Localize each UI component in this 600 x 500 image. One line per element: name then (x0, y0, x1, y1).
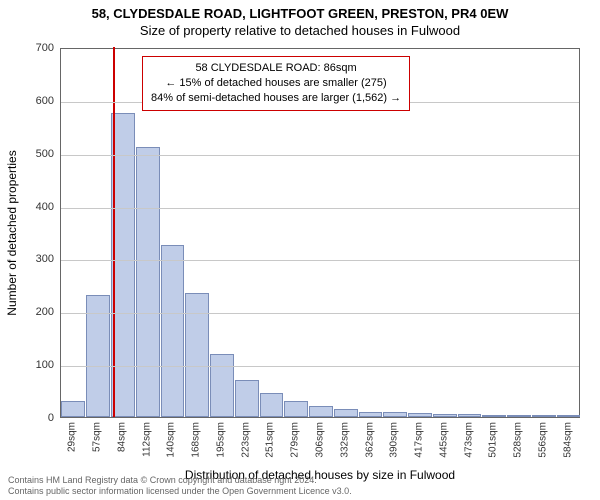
xtick-label: 501sqm (488, 422, 499, 458)
histogram-bar (309, 406, 333, 417)
xtick-label: 528sqm (513, 422, 524, 458)
histogram-bar (260, 393, 284, 417)
y-axis-label: Number of detached properties (5, 150, 19, 315)
xtick-label: 390sqm (389, 422, 400, 458)
title-address: 58, CLYDESDALE ROAD, LIGHTFOOT GREEN, PR… (0, 6, 600, 21)
histogram-bar (532, 415, 556, 417)
title-subtitle: Size of property relative to detached ho… (0, 23, 600, 38)
histogram-bar (359, 412, 383, 417)
xtick-label: 29sqm (67, 422, 78, 452)
xtick-label: 306sqm (315, 422, 326, 458)
gridline-h (61, 155, 579, 156)
chart-title-block: 58, CLYDESDALE ROAD, LIGHTFOOT GREEN, PR… (0, 0, 600, 38)
xtick-label: 556sqm (537, 422, 548, 458)
xtick-label: 445sqm (438, 422, 449, 458)
gridline-h (61, 366, 579, 367)
histogram-bar (334, 409, 358, 417)
footer-line2: Contains public sector information licen… (8, 486, 352, 497)
xtick-label: 195sqm (215, 422, 226, 458)
xtick-label: 57sqm (92, 422, 103, 452)
histogram-bar (408, 413, 432, 417)
xtick-label: 251sqm (265, 422, 276, 458)
histogram-bar (482, 415, 506, 417)
xtick-label: 584sqm (562, 422, 573, 458)
xtick-label: 362sqm (364, 422, 375, 458)
histogram-bar (210, 354, 234, 417)
histogram-bar (458, 414, 482, 417)
footer-line1: Contains HM Land Registry data © Crown c… (8, 475, 352, 486)
xtick-label: 168sqm (191, 422, 202, 458)
footer-attribution: Contains HM Land Registry data © Crown c… (8, 475, 352, 498)
ytick-label: 300 (14, 253, 54, 265)
histogram-bar (61, 401, 85, 417)
ytick-label: 100 (14, 359, 54, 371)
annotation-line3: 84% of semi-detached houses are larger (… (151, 91, 401, 106)
xtick-label: 473sqm (463, 422, 474, 458)
histogram-bar (185, 293, 209, 417)
annotation-line1: 58 CLYDESDALE ROAD: 86sqm (151, 61, 401, 76)
gridline-h (61, 313, 579, 314)
ytick-label: 400 (14, 201, 54, 213)
histogram-bar (507, 415, 531, 417)
xtick-label: 140sqm (166, 422, 177, 458)
histogram-bar (161, 245, 185, 417)
histogram-bar (284, 401, 308, 417)
ytick-label: 0 (14, 412, 54, 424)
xtick-label: 223sqm (240, 422, 251, 458)
chart-area: Number of detached properties 0100200300… (60, 48, 580, 418)
histogram-bar (557, 415, 581, 417)
histogram-bar (136, 147, 160, 417)
ytick-label: 200 (14, 306, 54, 318)
xtick-label: 417sqm (414, 422, 425, 458)
histogram-bar (433, 414, 457, 417)
histogram-bar (383, 412, 407, 417)
ytick-label: 600 (14, 95, 54, 107)
xtick-label: 112sqm (141, 422, 152, 457)
annotation-box: 58 CLYDESDALE ROAD: 86sqm ← 15% of detac… (142, 56, 410, 111)
gridline-h (61, 260, 579, 261)
ytick-label: 500 (14, 148, 54, 160)
xtick-label: 279sqm (290, 422, 301, 458)
gridline-h (61, 208, 579, 209)
xtick-label: 84sqm (116, 422, 127, 452)
annotation-line2: ← 15% of detached houses are smaller (27… (151, 76, 401, 91)
xtick-label: 332sqm (339, 422, 350, 458)
ytick-label: 700 (14, 42, 54, 54)
histogram-bar (235, 380, 259, 417)
